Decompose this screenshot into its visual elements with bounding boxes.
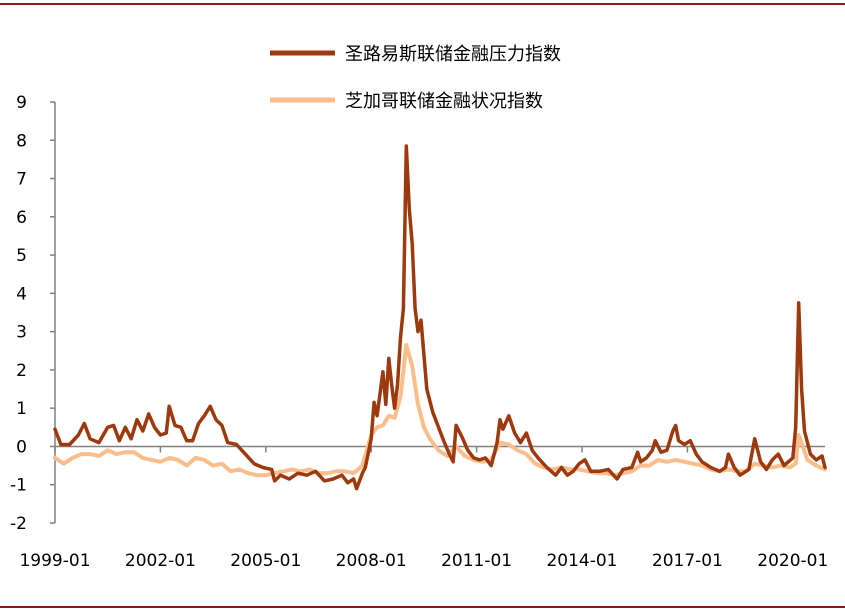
y-tick-label: 5 (16, 246, 27, 266)
y-tick-label: 3 (16, 323, 27, 343)
x-tick-label: 2014-01 (546, 551, 617, 571)
x-tick-label: 2005-01 (230, 551, 301, 571)
series-line-1 (53, 343, 827, 478)
y-tick-label: 4 (16, 284, 27, 304)
y-tick-label: -2 (10, 514, 27, 534)
series-layer (53, 144, 827, 491)
axes: 9 8 7 6 5 4 3 2 1 0 -1 -2 1999-01 2002-01 2005-01 2008-… (10, 93, 828, 571)
x-tick-label: 1999-01 (19, 551, 90, 571)
y-tick-label: -1 (10, 476, 27, 496)
y-tick-label: 6 (16, 208, 27, 228)
x-tick-label: 2011-01 (441, 551, 512, 571)
y-tick-label: 9 (16, 93, 27, 113)
bottom-rule (0, 606, 845, 608)
x-tick-label: 2020-01 (757, 551, 828, 571)
x-tick-label: 2008-01 (336, 551, 407, 571)
legend-label-1: 芝加哥联储金融状况指数 (345, 91, 543, 112)
x-tick-label: 2002-01 (125, 551, 196, 571)
legend-label-0: 圣路易斯联储金融压力指数 (345, 44, 561, 65)
y-tick-label: 0 (16, 437, 27, 457)
top-rule (0, 3, 845, 5)
y-tick-label: 7 (16, 170, 27, 190)
series-line-0 (53, 144, 827, 491)
y-tick-label: 8 (16, 131, 27, 151)
y-tick-label: 1 (16, 399, 27, 419)
y-tick-label: 2 (16, 361, 27, 381)
x-tick-label: 2017-01 (652, 551, 723, 571)
